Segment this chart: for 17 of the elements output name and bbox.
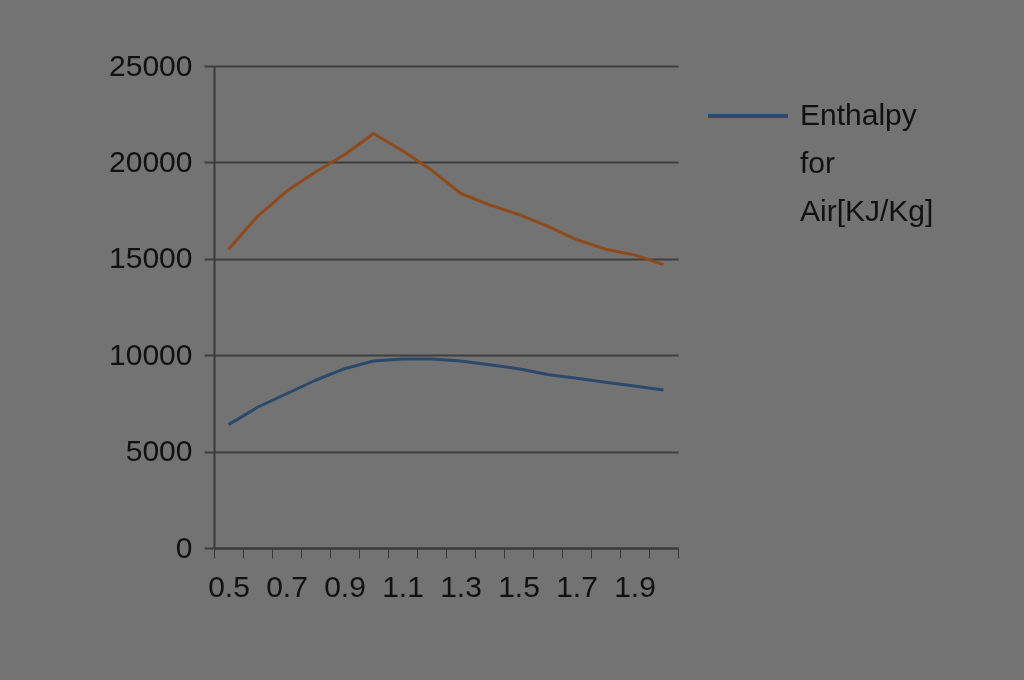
x-tick-label: 1.1 [382,569,424,603]
x-tick-label: 0.5 [208,569,250,603]
x-tick-label: 1.3 [440,569,482,603]
x-tick-label: 0.9 [324,569,366,603]
x-tick-label: 1.7 [556,569,598,603]
y-tick-label: 5000 [125,434,193,468]
line-series [227,357,665,427]
line-series [227,131,665,267]
x-tick-label: 1.5 [498,569,540,603]
x-tick-label: 0.7 [266,569,308,603]
y-tick-label: 0 [175,530,193,564]
y-tick-label: 15000 [109,241,193,275]
y-tick-label: 20000 [109,144,193,178]
y-tick-label: 25000 [109,48,193,82]
legend-label: Enthalpy for Air[KJ/Kg] [800,98,934,227]
x-tick-label: 1.9 [614,569,656,603]
y-tick-label: 10000 [109,337,193,371]
